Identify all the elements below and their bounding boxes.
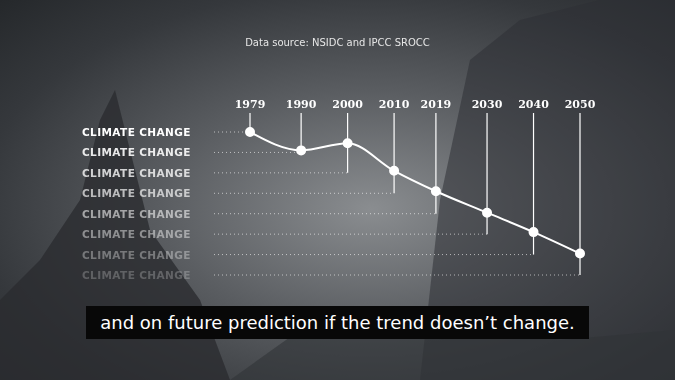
svg-text:CLIMATE CHANGE: CLIMATE CHANGE — [82, 249, 191, 261]
svg-text:1990: 1990 — [286, 98, 317, 111]
html-text:Data source: NSIDC and IPCC SR: Data source: NSIDC and IPCC SROCC — [245, 37, 430, 48]
svg-text:CLIMATE CHANGE: CLIMATE CHANGE — [82, 146, 191, 158]
svg-text:2030: 2030 — [472, 98, 503, 111]
svg-text:CLIMATE CHANGE: CLIMATE CHANGE — [82, 208, 191, 220]
html-text:and on future prediction if th: and on future prediction if the trend do… — [100, 312, 575, 333]
svg-text:2010: 2010 — [379, 98, 410, 111]
svg-text:CLIMATE CHANGE: CLIMATE CHANGE — [82, 167, 191, 179]
svg-text:2050: 2050 — [565, 98, 596, 111]
svg-text:CLIMATE CHANGE: CLIMATE CHANGE — [82, 269, 191, 281]
svg-text:1979: 1979 — [235, 98, 266, 111]
svg-text:CLIMATE CHANGE: CLIMATE CHANGE — [82, 126, 191, 138]
svg-text:CLIMATE CHANGE: CLIMATE CHANGE — [82, 228, 191, 240]
svg-text:2019: 2019 — [421, 98, 452, 111]
svg-text:CLIMATE CHANGE: CLIMATE CHANGE — [82, 187, 191, 199]
svg-text:2000: 2000 — [332, 98, 363, 111]
svg-text:2040: 2040 — [518, 98, 549, 111]
